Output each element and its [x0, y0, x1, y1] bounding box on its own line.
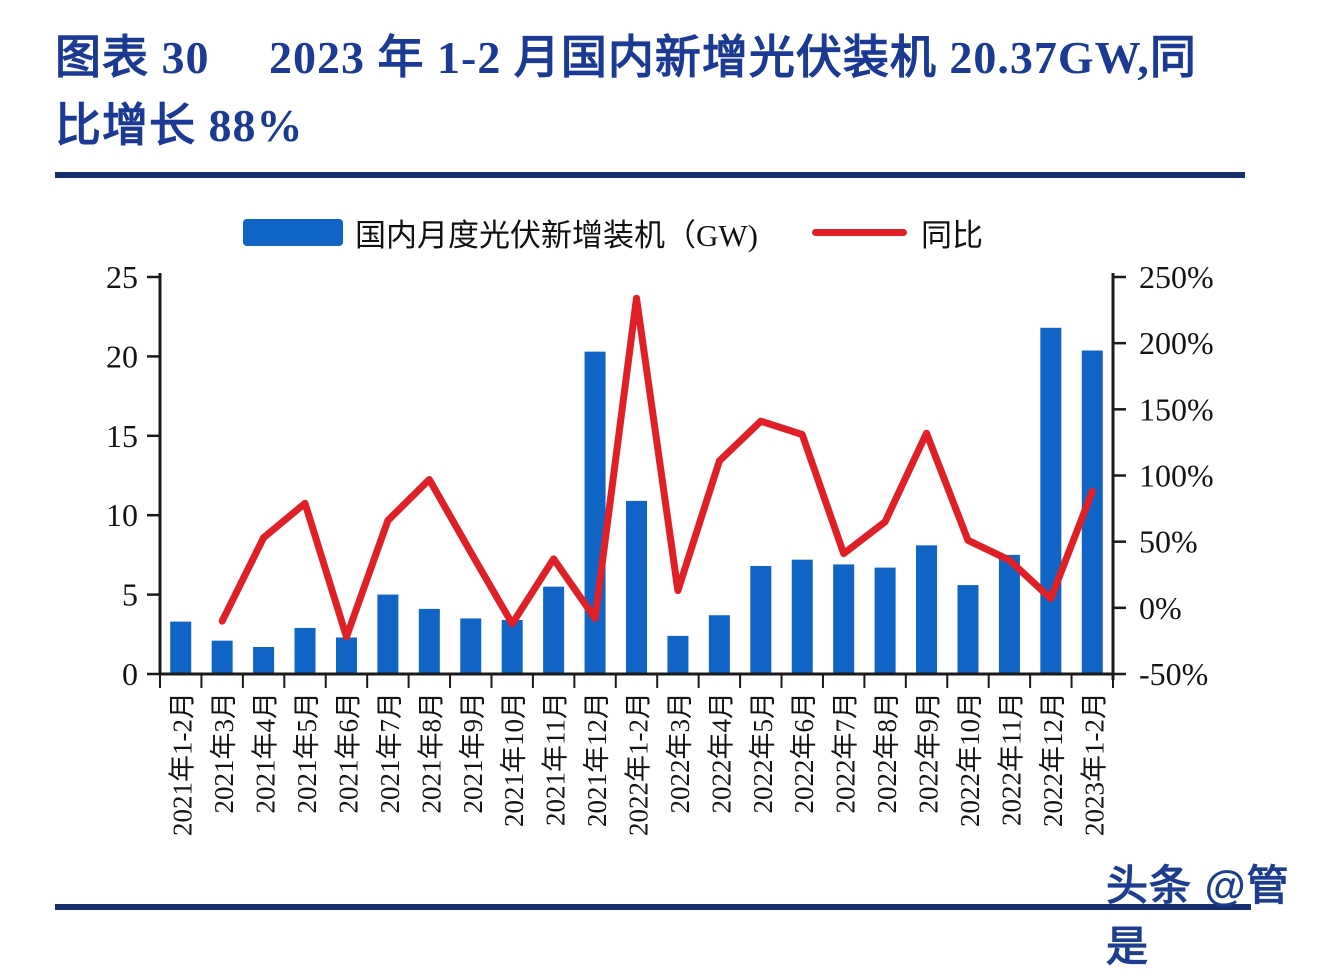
bottom-rule [55, 904, 1251, 910]
bar-2022年5月 [750, 566, 772, 674]
x-category-label: 2021年11月 [541, 692, 571, 826]
left-axis-tick-label: 25 [106, 259, 138, 295]
bar-2021年3月 [211, 640, 233, 674]
bar-2022年6月 [791, 559, 813, 674]
right-axis-tick-label: -50% [1139, 656, 1208, 692]
x-category-label: 2021年8月 [416, 692, 446, 814]
bar-2021年7月 [377, 594, 399, 674]
bar-2022年12月 [1040, 327, 1062, 674]
figure-title: 图表 30 2023 年 1-2 月国内新增光伏装机 20.37GW,同 比增长… [55, 24, 1270, 160]
right-axis-tick-label: 100% [1139, 458, 1214, 494]
bar-2022年3月 [667, 635, 689, 674]
bar-2022年7月 [833, 564, 855, 674]
x-category-label: 2021年3月 [209, 692, 239, 814]
chart-legend: 国内月度光伏新增装机（GW) 同比 [243, 212, 983, 253]
bar-2021年1-2月 [170, 621, 192, 674]
x-category-label: 2021年9月 [458, 692, 488, 814]
x-category-label: 2021年4月 [251, 692, 281, 814]
bar-2021年6月 [335, 637, 357, 674]
bar-2022年1-2月 [626, 500, 647, 674]
x-category-label: 2022年8月 [872, 692, 902, 814]
watermark: 头条 @管是 [1106, 862, 1290, 970]
figure-page: { "title": { "line1": "图表 30 2023 年 1-2 … [55, 24, 1289, 970]
yoy-line [218, 294, 1096, 641]
left-axis-tick-label: 0 [122, 656, 138, 692]
x-category-label: 2022年4月 [706, 692, 736, 814]
x-category-label: 2022年12月 [1038, 692, 1068, 827]
legend-line-swatch [811, 228, 907, 236]
x-category-label: 2022年11月 [996, 692, 1026, 826]
right-axis-tick-label: 250% [1139, 259, 1214, 295]
x-category-label: 2021年6月 [333, 692, 363, 814]
figure-title-line1: 图表 30 2023 年 1-2 月国内新增光伏装机 20.37GW,同 [55, 32, 1197, 83]
left-axis-tick-label: 15 [106, 418, 138, 454]
right-axis-tick-label: 200% [1139, 325, 1214, 361]
x-category-label: 2021年5月 [292, 692, 322, 814]
x-category-label: 2021年12月 [582, 692, 612, 827]
bar-2021年4月 [253, 647, 275, 674]
legend-line-label: 同比 [920, 217, 983, 253]
x-category-label: 2022年5月 [748, 692, 778, 814]
x-category-label: 2022年9月 [914, 692, 944, 814]
right-axis-tick-label: 50% [1139, 524, 1198, 560]
right-axis-tick-label: 0% [1139, 590, 1182, 626]
combo-chart: 0 5 10 15 20 25 -50% 0% 50% 100% 150% 200% 250% 2021年… [106, 259, 1214, 836]
x-category-label: 2023年1-2月 [1079, 692, 1109, 836]
bar-2021年12月 [584, 351, 606, 674]
left-axis-tick-label: 10 [106, 497, 138, 533]
bar-2021年5月 [294, 627, 316, 674]
bar-2022年11月 [998, 554, 1020, 674]
x-category-label: 2021年1-2月 [168, 692, 198, 836]
bar-2021年11月 [543, 586, 565, 674]
bar-2023年1-2月 [1081, 350, 1103, 674]
right-axis-tick-label: 150% [1139, 391, 1214, 427]
legend-bar-label: 国内月度光伏新增装机（GW) [355, 217, 758, 253]
x-category-label: 2022年3月 [665, 692, 695, 814]
x-category-label: 2021年10月 [499, 692, 529, 827]
title-separator-rule [55, 172, 1245, 178]
x-category-label: 2022年6月 [789, 692, 819, 814]
bar-2021年10月 [501, 620, 523, 674]
x-category-label: 2022年1-2月 [624, 692, 654, 836]
left-axis-tick-label: 20 [106, 338, 138, 374]
x-category-label: 2022年7月 [831, 692, 861, 814]
bar-2021年9月 [460, 618, 482, 674]
bar-2022年10月 [957, 585, 979, 674]
figure-title-line2: 比增长 88% [55, 100, 304, 151]
bar-2022年4月 [708, 615, 730, 674]
x-category-label: 2022年10月 [955, 692, 985, 827]
bar-2022年9月 [916, 545, 938, 674]
x-category-label: 2021年7月 [375, 692, 405, 814]
bar-2022年8月 [874, 567, 896, 674]
legend-bar-swatch [243, 218, 343, 246]
left-axis-tick-label: 5 [122, 577, 138, 613]
bar-2021年8月 [418, 608, 440, 674]
